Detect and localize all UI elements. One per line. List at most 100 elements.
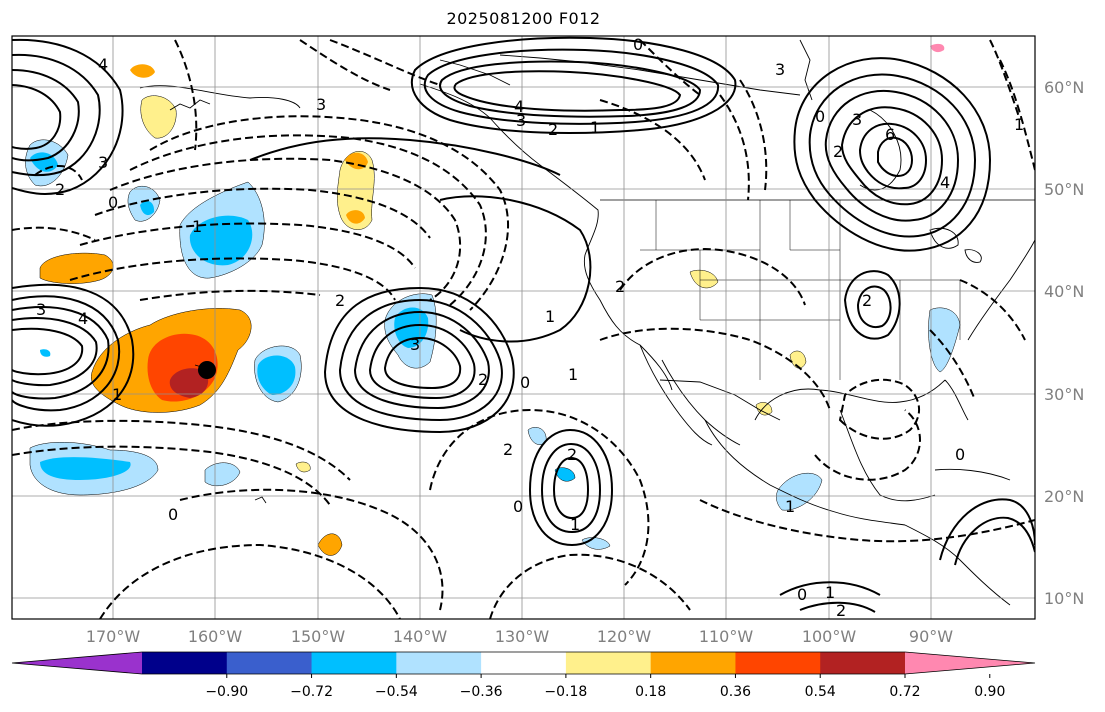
lat-label: 30°N <box>1044 385 1084 404</box>
warm-shading-region <box>346 210 365 224</box>
lon-label: 140°W <box>393 627 448 646</box>
weak-warm-shading <box>295 461 311 473</box>
contour-label-layer: 0 2 4 3 1 3 4 2 3 1 0 2 3 6 4 1 0 3 2 1 … <box>36 35 1024 620</box>
cold-shading-region <box>40 349 51 357</box>
contour-label: 2 <box>503 440 513 459</box>
colorbar-tick-label: 0.54 <box>805 684 836 700</box>
contour-label: 2 <box>833 142 843 161</box>
contour-label: 2 <box>478 370 488 389</box>
cold-shading-region <box>928 307 961 373</box>
cold-shading-core <box>140 200 155 216</box>
latitude-labels: 60°N 50°N 40°N 30°N 20°N 10°N <box>1044 78 1084 608</box>
lon-label: 110°W <box>699 627 754 646</box>
strong-warm-shading <box>930 43 945 53</box>
colorbar-tick-label: −0.90 <box>205 684 248 700</box>
colorbar-tick-label: 0.72 <box>889 684 920 700</box>
colorbar-segment <box>311 652 397 674</box>
colorbar-tick-label: 0.90 <box>974 684 1005 700</box>
lon-label: 130°W <box>495 627 550 646</box>
contour-label: 1 <box>192 217 202 236</box>
contour-label: 0 <box>815 107 825 126</box>
lon-label: 160°W <box>188 627 243 646</box>
lon-label: 100°W <box>802 627 857 646</box>
lat-label: 40°N <box>1044 282 1084 301</box>
colorbar-tick-label: 0.18 <box>635 684 666 700</box>
colorbar-segment <box>142 652 228 674</box>
contour-label: 3 <box>852 110 862 129</box>
colorbar-segment <box>650 652 736 674</box>
weak-warm-shading <box>689 269 719 289</box>
contour-label: 2 <box>615 277 625 296</box>
colorbar-extend-min <box>12 652 142 674</box>
lat-label: 50°N <box>1044 180 1084 199</box>
warm-shading-peak <box>169 368 209 398</box>
colorbar-segment <box>481 652 567 674</box>
contour-label: 2 <box>836 601 846 620</box>
lon-label: 170°W <box>86 627 141 646</box>
colorbar-segment <box>820 652 906 674</box>
contour-label: 2 <box>567 445 577 464</box>
cold-shading-core <box>189 215 253 266</box>
contour-label: 0 <box>633 35 643 54</box>
contour-label: 4 <box>98 55 108 74</box>
cold-shading-region <box>554 467 576 482</box>
weak-warm-shading <box>789 350 807 369</box>
colorbar-tick-label: −0.72 <box>290 684 333 700</box>
contour-label: 4 <box>514 97 524 116</box>
lon-label: 120°W <box>597 627 652 646</box>
contour-label: 2 <box>55 180 65 199</box>
warm-shading-region <box>130 64 155 78</box>
contour-label: 6 <box>885 125 895 144</box>
contour-label: 2 <box>548 120 558 139</box>
colorbar-segment <box>735 652 821 674</box>
cold-shading-core <box>40 457 131 480</box>
longitude-labels: 170°W 160°W 150°W 140°W 130°W 120°W 110°… <box>86 627 953 646</box>
colorbar-tick-label: −0.54 <box>375 684 418 700</box>
lon-label: 90°W <box>909 627 953 646</box>
contour-label: 3 <box>516 111 526 130</box>
contour-label: 1 <box>570 515 580 534</box>
map-title: 2025081200 F012 <box>446 9 601 28</box>
map-frame <box>11 35 1036 620</box>
contour-label: 0 <box>797 585 807 604</box>
colorbar-extend-max <box>905 652 1035 674</box>
contour-label: 3 <box>36 300 46 319</box>
contour-label: 0 <box>168 505 178 524</box>
contour-label: 2 <box>862 291 872 310</box>
colorbar-outline <box>11 651 1036 675</box>
marker-dot <box>198 361 216 379</box>
lat-label: 60°N <box>1044 78 1084 97</box>
contour-label: 1 <box>825 583 835 602</box>
contour-label: 0 <box>513 497 523 516</box>
negative-contours <box>12 39 1035 619</box>
contour-label: 1 <box>545 307 555 326</box>
contour-label: 1 <box>785 497 795 516</box>
contour-label: 3 <box>98 153 108 172</box>
colorbar-tick-label: 0.36 <box>720 684 751 700</box>
contour-label: 1 <box>1014 115 1024 134</box>
cold-shading-core <box>257 355 296 395</box>
colorbar-segment <box>226 652 313 674</box>
contour-label: 2 <box>335 291 345 310</box>
lat-label: 20°N <box>1044 487 1084 506</box>
contour-label: 3 <box>410 335 420 354</box>
weak-warm-shading <box>140 95 177 139</box>
cold-shading-region <box>204 462 241 487</box>
lat-label: 10°N <box>1044 589 1084 608</box>
contour-label: 1 <box>112 385 122 404</box>
weak-warm-shading <box>337 151 375 230</box>
contour-label: 3 <box>316 95 326 114</box>
lon-label: 150°W <box>291 627 346 646</box>
colorbar-segment <box>565 652 652 674</box>
colorbar-tick-label: −0.18 <box>544 684 587 700</box>
colorbar: −0.90 −0.72 −0.54 −0.36 −0.18 0.18 0.36 0.54 0.7… <box>11 651 1036 700</box>
contour-label: 3 <box>775 60 785 79</box>
colorbar-tick-label: −0.36 <box>460 684 503 700</box>
colorbar-segment <box>396 652 482 674</box>
contour-label: 1 <box>590 118 600 137</box>
contour-label: 4 <box>940 173 950 192</box>
contour-label: 0 <box>955 445 965 464</box>
contour-label: 0 <box>520 373 530 392</box>
contour-label: 1 <box>568 365 578 384</box>
